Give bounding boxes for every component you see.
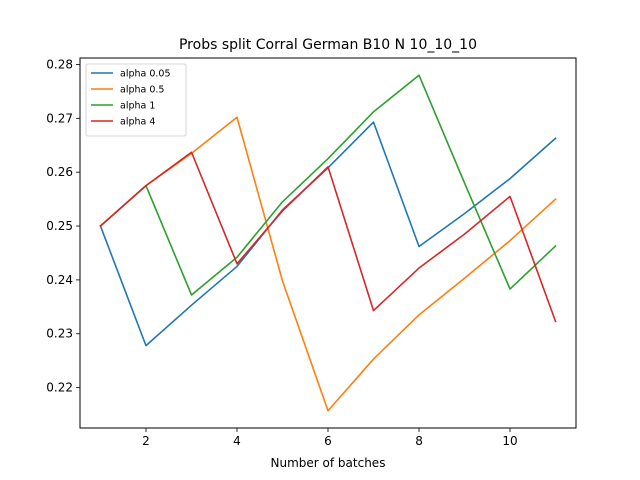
legend-entry-label: alpha 0.05 [120,69,171,80]
y-tick-label: 0.26 [46,165,73,179]
x-tick-label: 6 [324,434,332,448]
chart-title: Probs split Corral German B10 N 10_10_10 [179,37,477,53]
y-tick-label: 0.27 [46,111,73,125]
series-line-2 [99,74,557,296]
x-tick-label: 2 [142,434,150,448]
legend: alpha 0.05 alpha 0.5 alpha 1 alpha 4 [85,63,187,137]
legend-entry-label: alpha 4 [120,117,155,128]
x-tick-label: 10 [502,434,517,448]
y-tick-label: 0.28 [46,57,73,71]
y-tick-label: 0.22 [46,381,73,395]
x-tick-label: 8 [415,434,423,448]
series-line-3 [99,151,557,323]
series-layer [99,74,557,412]
y-tick-label: 0.25 [46,219,73,233]
x-axis: 2 4 6 8 10 [142,428,518,448]
x-axis-label: Number of batches [271,456,386,470]
y-tick-label: 0.24 [46,273,73,287]
x-tick-label: 4 [233,434,241,448]
legend-box [85,63,187,137]
legend-entry-label: alpha 0.5 [120,85,164,96]
legend-entry-label: alpha 1 [120,101,155,112]
y-axis: 0.22 0.23 0.24 0.25 0.26 0.27 0.28 [46,57,80,395]
y-tick-label: 0.23 [46,327,73,341]
